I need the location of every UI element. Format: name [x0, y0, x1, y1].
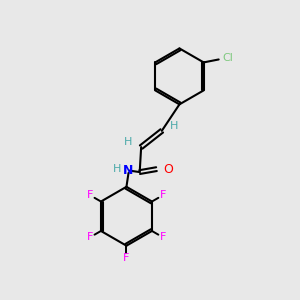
Text: H: H	[170, 121, 178, 130]
Text: F: F	[160, 190, 166, 200]
Text: F: F	[87, 232, 93, 242]
Text: O: O	[163, 163, 173, 176]
Text: F: F	[160, 232, 166, 242]
Text: F: F	[123, 254, 130, 263]
Text: H: H	[112, 164, 121, 174]
Text: F: F	[87, 190, 93, 200]
Text: N: N	[123, 164, 134, 177]
Text: H: H	[124, 137, 132, 147]
Text: Cl: Cl	[223, 53, 234, 63]
